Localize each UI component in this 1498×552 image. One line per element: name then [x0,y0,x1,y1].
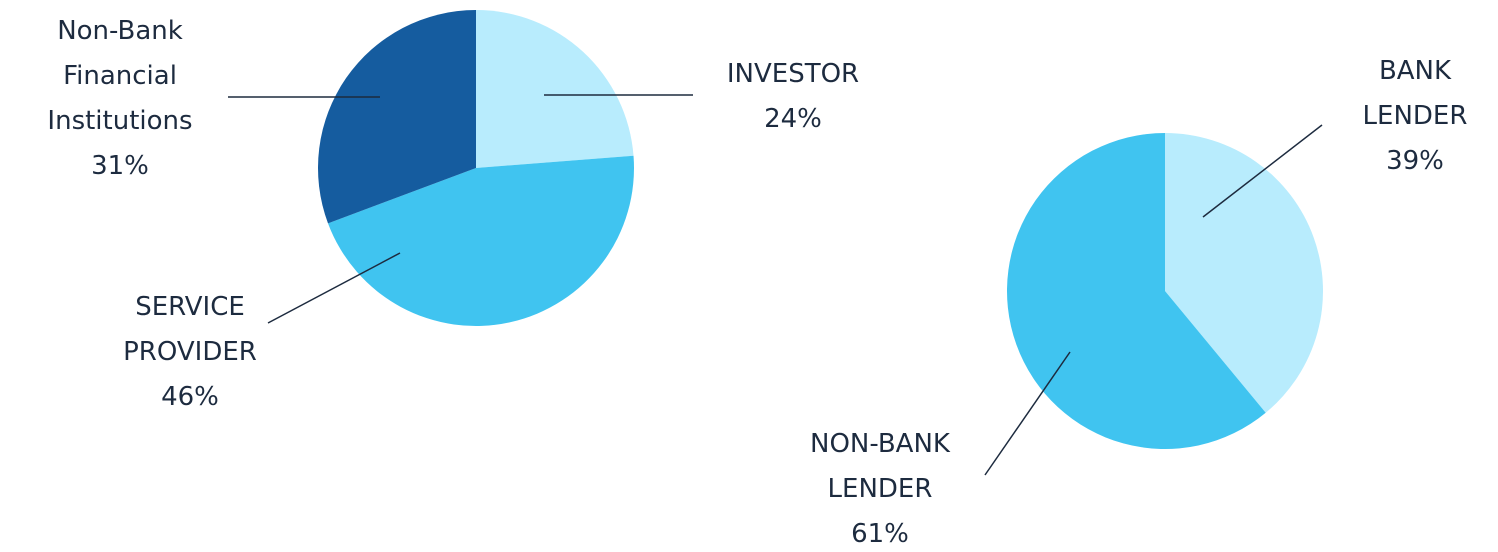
slice-name: NON-BANK LENDER [810,429,950,504]
pie-slice [1165,133,1324,413]
slice-value: 39% [1386,146,1444,176]
slice-label: BANK LENDER 39% [1345,49,1485,184]
slice-value: 24% [764,104,822,134]
pie-slice [317,10,476,224]
slice-name: BANK LENDER [1362,56,1468,131]
leader-line [984,351,1071,476]
slice-value: 46% [161,382,219,412]
pie-slice [1007,133,1266,449]
slice-label: SERVICE PROVIDER 46% [100,285,280,420]
leader-line [1202,124,1323,218]
slice-value: 61% [851,519,909,549]
pie-slice [328,155,634,327]
leader-line [267,252,401,324]
slice-label: INVESTOR 24% [693,52,893,142]
slice-label: Non-Bank Financial Institutions 31% [20,9,220,189]
slice-value: 31% [91,151,149,181]
pie-slice [476,10,634,168]
slice-name: Non-Bank Financial Institutions [47,16,193,136]
slice-name: INVESTOR [726,59,860,89]
slice-label: NON-BANK LENDER 61% [780,422,980,552]
slice-name: SERVICE PROVIDER [123,292,257,367]
